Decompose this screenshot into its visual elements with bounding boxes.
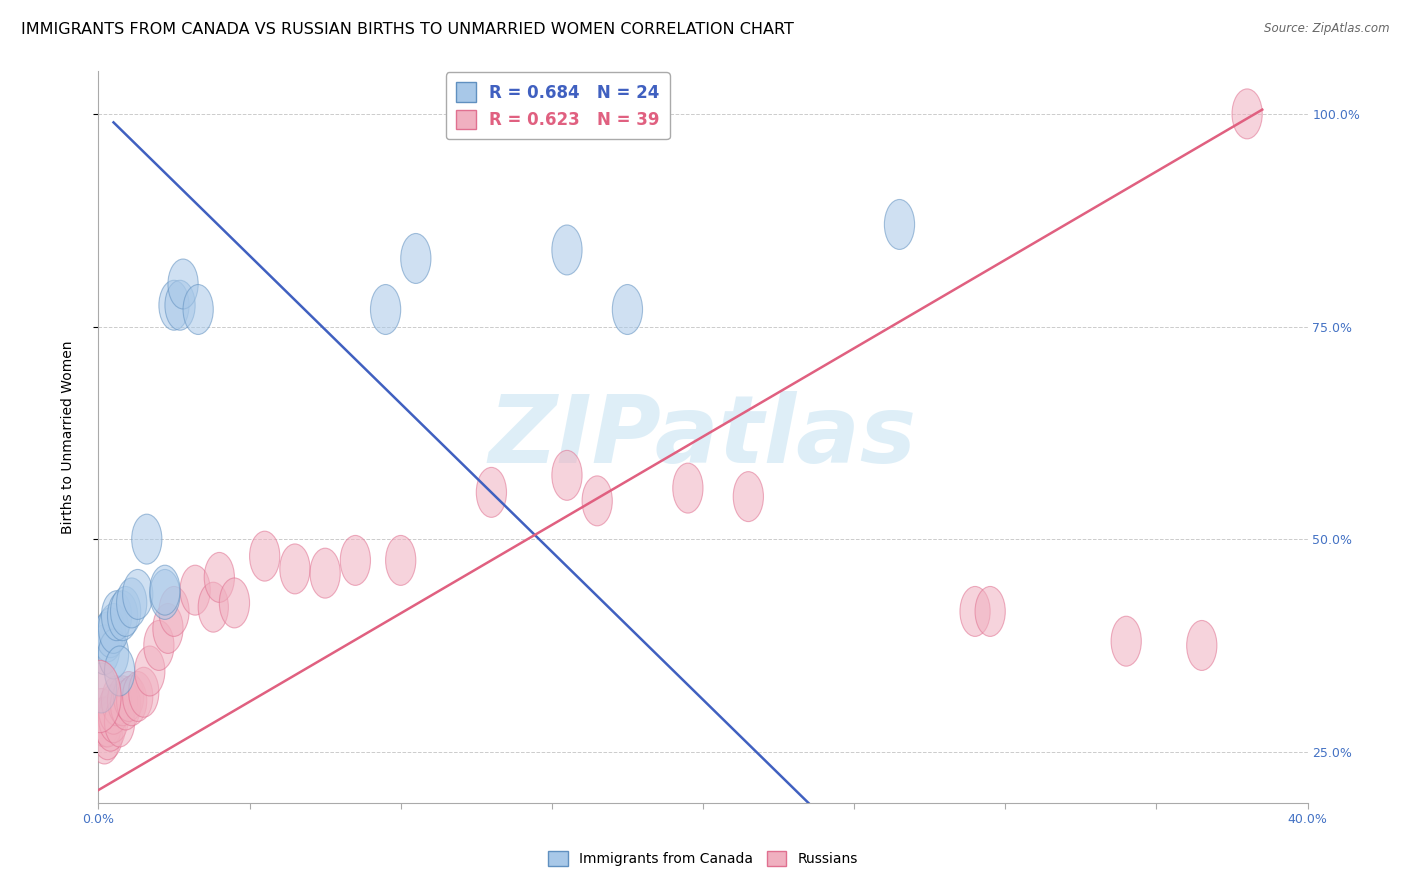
- Ellipse shape: [1111, 616, 1142, 666]
- Ellipse shape: [582, 476, 613, 526]
- Ellipse shape: [96, 607, 125, 657]
- Ellipse shape: [114, 672, 143, 722]
- Ellipse shape: [250, 531, 280, 581]
- Ellipse shape: [93, 612, 122, 662]
- Ellipse shape: [165, 280, 195, 330]
- Ellipse shape: [1187, 621, 1218, 671]
- Ellipse shape: [150, 569, 180, 619]
- Ellipse shape: [117, 676, 146, 726]
- Ellipse shape: [122, 672, 153, 722]
- Ellipse shape: [90, 714, 120, 764]
- Ellipse shape: [613, 285, 643, 334]
- Ellipse shape: [90, 624, 120, 674]
- Ellipse shape: [117, 578, 146, 628]
- Ellipse shape: [734, 472, 763, 522]
- Ellipse shape: [96, 701, 125, 751]
- Text: Source: ZipAtlas.com: Source: ZipAtlas.com: [1264, 22, 1389, 36]
- Legend: Immigrants from Canada, Russians: Immigrants from Canada, Russians: [543, 846, 863, 871]
- Ellipse shape: [159, 280, 188, 330]
- Ellipse shape: [183, 285, 214, 334]
- Ellipse shape: [159, 586, 188, 636]
- Ellipse shape: [219, 578, 250, 628]
- Ellipse shape: [90, 697, 120, 747]
- Ellipse shape: [135, 646, 165, 696]
- Ellipse shape: [86, 689, 117, 739]
- Ellipse shape: [385, 535, 416, 585]
- Ellipse shape: [311, 549, 340, 599]
- Ellipse shape: [104, 697, 135, 747]
- Ellipse shape: [86, 663, 117, 713]
- Ellipse shape: [371, 285, 401, 334]
- Y-axis label: Births to Unmarried Women: Births to Unmarried Women: [60, 341, 75, 533]
- Ellipse shape: [280, 544, 311, 594]
- Text: ZIPatlas: ZIPatlas: [489, 391, 917, 483]
- Ellipse shape: [401, 234, 432, 284]
- Ellipse shape: [98, 693, 129, 743]
- Ellipse shape: [111, 586, 141, 636]
- Ellipse shape: [551, 225, 582, 275]
- Ellipse shape: [976, 586, 1005, 636]
- Ellipse shape: [884, 200, 915, 250]
- Ellipse shape: [1232, 89, 1263, 139]
- Ellipse shape: [111, 680, 141, 730]
- Ellipse shape: [477, 467, 506, 517]
- Ellipse shape: [98, 684, 129, 734]
- Ellipse shape: [129, 667, 159, 717]
- Ellipse shape: [150, 566, 180, 615]
- Legend: R = 0.684   N = 24, R = 0.623   N = 39: R = 0.684 N = 24, R = 0.623 N = 39: [446, 72, 669, 139]
- Ellipse shape: [98, 629, 129, 679]
- Ellipse shape: [960, 586, 990, 636]
- Ellipse shape: [79, 660, 121, 732]
- Ellipse shape: [101, 676, 132, 726]
- Ellipse shape: [93, 710, 122, 760]
- Text: IMMIGRANTS FROM CANADA VS RUSSIAN BIRTHS TO UNMARRIED WOMEN CORRELATION CHART: IMMIGRANTS FROM CANADA VS RUSSIAN BIRTHS…: [21, 22, 794, 37]
- Ellipse shape: [104, 646, 135, 696]
- Ellipse shape: [132, 514, 162, 564]
- Ellipse shape: [107, 676, 138, 726]
- Ellipse shape: [98, 604, 129, 654]
- Ellipse shape: [101, 591, 132, 640]
- Ellipse shape: [673, 463, 703, 513]
- Ellipse shape: [167, 259, 198, 309]
- Ellipse shape: [93, 697, 122, 747]
- Ellipse shape: [122, 569, 153, 619]
- Ellipse shape: [551, 450, 582, 500]
- Ellipse shape: [153, 604, 183, 654]
- Ellipse shape: [107, 591, 138, 640]
- Ellipse shape: [143, 621, 174, 671]
- Ellipse shape: [204, 552, 235, 602]
- Ellipse shape: [198, 582, 228, 632]
- Ellipse shape: [340, 535, 371, 585]
- Ellipse shape: [180, 566, 211, 615]
